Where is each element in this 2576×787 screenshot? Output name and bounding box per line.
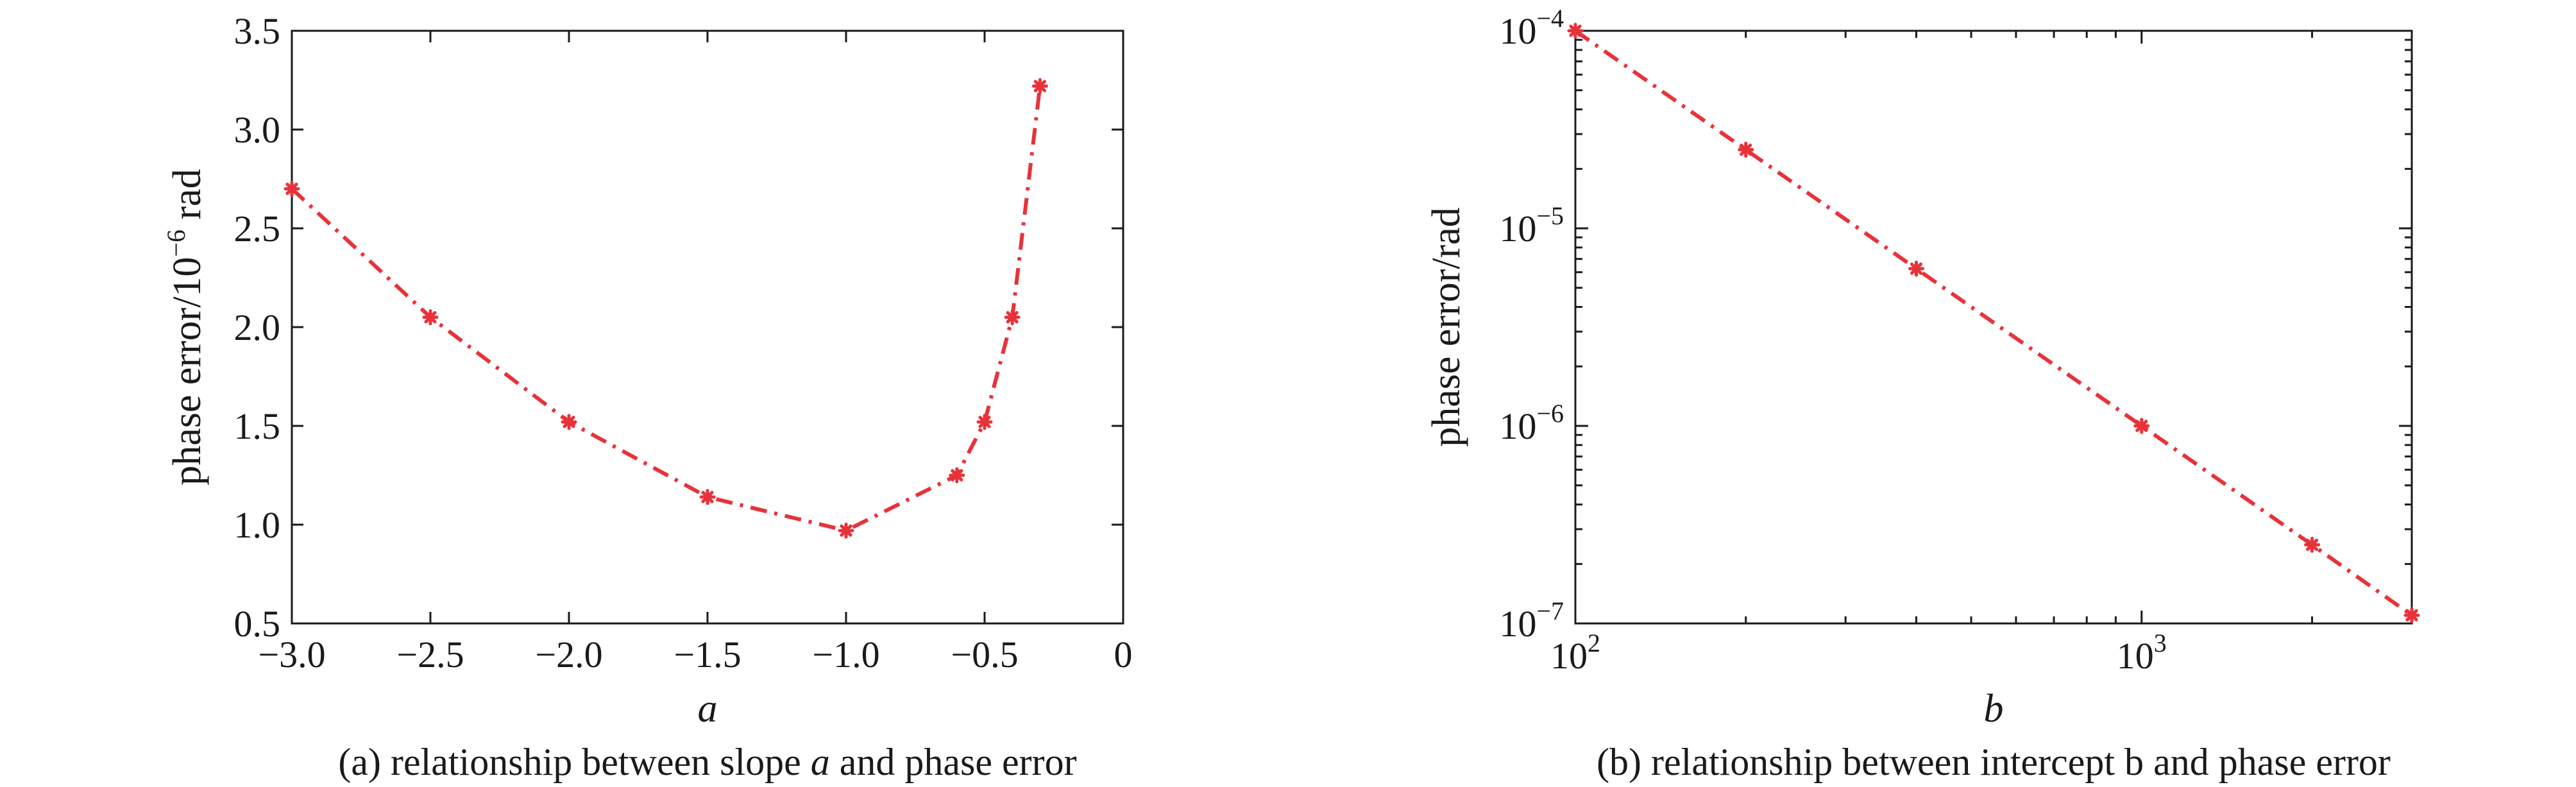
chart-a-series [284, 78, 1048, 539]
chart-b-ticks [1574, 31, 2413, 625]
chart-a-data-point [561, 414, 577, 430]
chart-b-data-point [1567, 22, 1584, 39]
chart-a-y-axis-title-unit: rad [165, 169, 209, 230]
chart-a-data-point [949, 467, 965, 484]
chart-b-y-tick-label: 10−5 [1499, 201, 1564, 250]
chart-a-x-tick-label: −1.0 [812, 634, 879, 675]
chart-b-series [1567, 22, 2420, 623]
chart-a-y-tick-label: 2.5 [234, 208, 281, 250]
chart-a-x-axis-title: a [698, 687, 718, 731]
chart-a-series-line [290, 85, 1042, 533]
chart-a: −3.0 −2.5 −2.0 −1.5 −1.0 −0.5 0 0.5 1.0 1.5 2.0 2.5… [162, 10, 1133, 783]
chart-a-data-point [699, 489, 716, 505]
chart-b-series-line [1574, 29, 2413, 617]
chart-b-caption: (b) relationship between intercept b and… [1597, 741, 2391, 783]
chart-a-tick-labels: −3.0 −2.5 −2.0 −1.5 −1.0 −0.5 0 0.5 1.0 1.5 2.0 2.5… [234, 10, 1133, 675]
chart-b-data-point [2304, 536, 2321, 553]
chart-a-x-tick-label: −0.5 [951, 634, 1018, 675]
chart-a-caption-end: and phase error [830, 741, 1077, 783]
chart-a-y-axis-title: phase error/10−6 rad [162, 169, 209, 486]
chart-b-tick-labels: 102 103 10−7 10−6 10−5 10−4 [1499, 4, 2166, 677]
chart-b-plot-frame [1574, 30, 2413, 625]
chart-a-y-tick-label: 1.0 [234, 504, 281, 546]
chart-a-data-point [976, 414, 993, 430]
chart-b-x-axis-title: b [1984, 687, 2004, 731]
chart-a-data-point [1004, 309, 1021, 326]
chart-b-x-tick-label: 102 [1550, 629, 1600, 677]
chart-b-x-tick-label: 103 [2117, 629, 2167, 677]
chart-a-caption: (a) relationship between slope a and pha… [338, 741, 1076, 783]
chart-a-y-tick-label: 0.5 [234, 603, 281, 645]
chart-a-data-point [422, 309, 439, 326]
chart-a-y-tick-label: 2.0 [234, 307, 281, 348]
chart-b-y-tick-label: 10−4 [1499, 4, 1564, 52]
chart-b-data-point [2133, 418, 2150, 434]
chart-a-y-axis-title-main: phase error/10 [165, 257, 209, 485]
chart-a-x-tick-label: −3.0 [258, 634, 325, 675]
chart-a-caption-variable: a [811, 741, 830, 783]
chart-a-y-axis-title-exponent: −6 [162, 230, 191, 257]
chart-b-y-tick-label: 10−6 [1499, 399, 1564, 447]
chart-b-data-point [2403, 607, 2420, 623]
chart-a-data-point [838, 522, 854, 539]
chart-a-x-tick-label: −1.5 [674, 634, 741, 675]
chart-b-data-point [1738, 141, 1754, 158]
chart-a-data-point [1031, 78, 1048, 94]
chart-b-data-point [1908, 260, 1924, 277]
chart-a-x-tick-label: −2.5 [396, 634, 464, 675]
chart-a-y-tick-label: 3.5 [234, 10, 281, 52]
chart-a-x-tick-label: 0 [1114, 634, 1133, 675]
chart-b: 102 103 10−7 10−6 10−5 10−4 b phase error/rad… [1425, 4, 2420, 783]
chart-a-caption-start: (a) relationship between slope [338, 741, 810, 783]
chart-a-plot-frame [291, 30, 1124, 625]
chart-b-y-axis-title: phase error/rad [1425, 207, 1468, 447]
chart-a-ticks [291, 30, 1124, 625]
chart-a-data-point [284, 180, 300, 197]
chart-a-y-tick-label: 1.5 [234, 405, 281, 447]
chart-a-x-tick-label: −2.0 [535, 634, 602, 675]
chart-a-y-tick-label: 3.0 [234, 109, 281, 151]
chart-b-y-tick-label: 10−7 [1499, 597, 1564, 645]
